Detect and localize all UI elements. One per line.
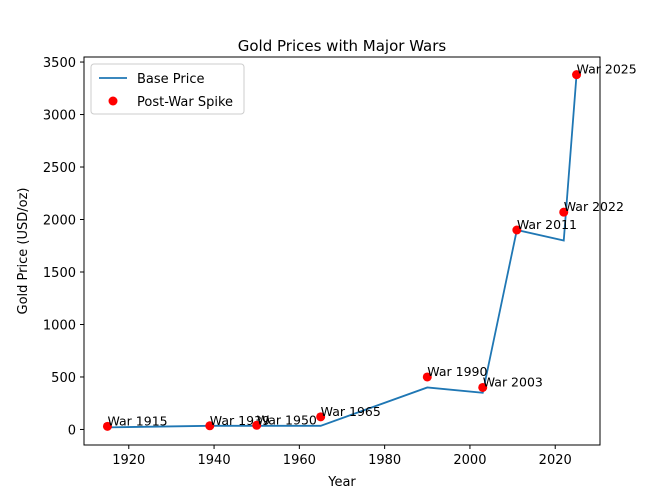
plot-frame [83,56,601,446]
x-tick-label: 2000 [453,453,486,468]
y-tick-label: 500 [51,371,76,386]
legend-label-base-price: Base Price [137,72,205,87]
war-annotation: War 1915 [107,413,167,428]
post-war-spike-point [316,412,326,422]
x-tick-label: 1920 [112,453,145,468]
y-tick-label: 2000 [43,214,76,229]
x-tick-label: 1960 [283,453,316,468]
x-tick-label: 1980 [368,453,401,468]
war-annotation: War 1965 [321,404,381,419]
legend-dot-swatch [108,96,118,106]
post-war-spike-point [422,372,432,382]
chart-title: Gold Prices with Major Wars [238,37,447,55]
y-tick-label: 3500 [43,56,76,71]
y-tick-label: 0 [68,423,76,438]
x-tick-label: 1940 [198,453,231,468]
post-war-spike-point [205,421,215,431]
post-war-spike-point [559,207,569,217]
post-war-spike-point [102,421,112,431]
y-tick-label: 1500 [43,266,76,281]
war-annotation: War 2011 [517,217,577,232]
base-price-line [107,74,578,429]
post-war-spike-point [252,420,262,430]
x-axis-label: Year [327,475,356,490]
y-tick-label: 3000 [43,109,76,124]
y-tick-label: 2500 [43,161,76,176]
y-tick-label: 1000 [43,318,76,333]
legend: Base Price Post-War Spike [90,63,245,115]
x-tick-label: 2020 [539,453,572,468]
war-annotation: War 2025 [577,62,637,77]
post-war-spike-point [572,70,582,80]
war-annotation: War 1990 [427,364,487,379]
war-annotation: War 2022 [564,199,624,214]
legend-box [90,63,245,115]
post-war-spike-point [478,382,488,392]
legend-label-post-war-spike: Post-War Spike [137,95,233,110]
y-axis-label: Gold Price (USD/oz) [16,188,31,315]
post-war-spike-point [512,225,522,235]
war-annotation: War 2003 [483,374,543,389]
war-annotation: War 1950 [257,412,317,427]
